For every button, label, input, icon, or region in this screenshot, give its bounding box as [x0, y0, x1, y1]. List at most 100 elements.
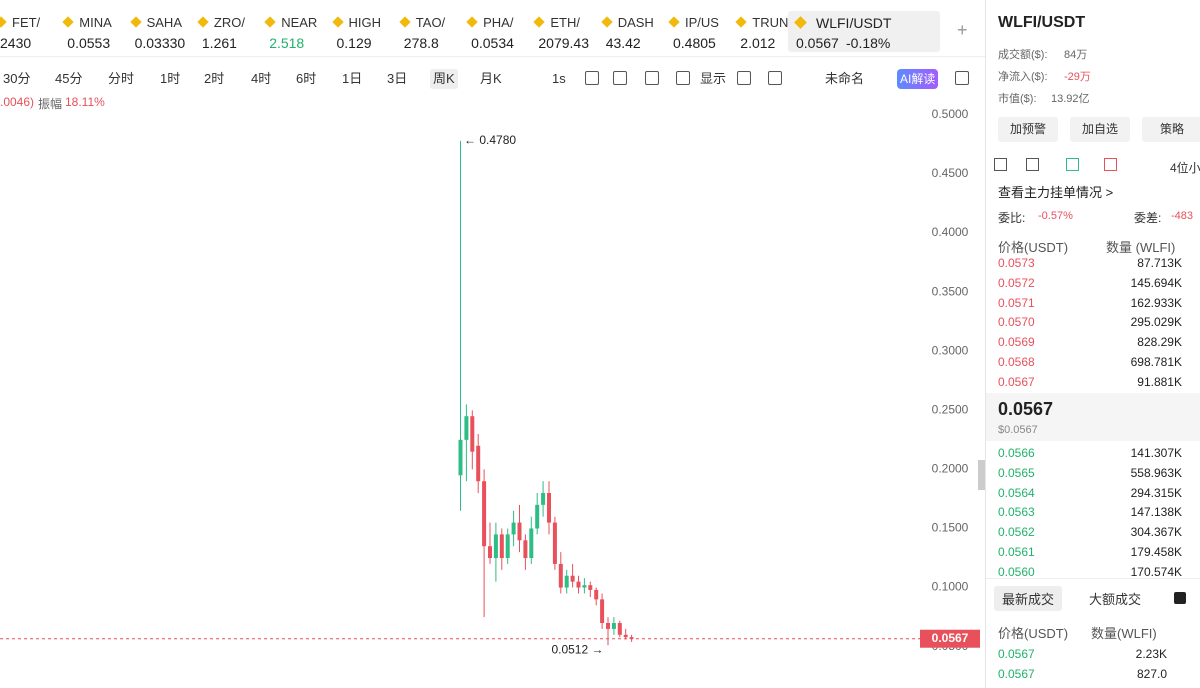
candle-body	[629, 637, 634, 639]
panel-button[interactable]: 策略	[1142, 117, 1200, 142]
candle-body	[564, 575, 569, 588]
ticker-price: 278.8	[403, 35, 439, 51]
y-tick-label: 0.3500	[932, 284, 969, 298]
toolbar-item[interactable]: 分时	[108, 71, 135, 86]
trade-amount: 827.0	[1136, 667, 1167, 681]
toolbar-item[interactable]: 周K	[430, 69, 458, 89]
candle-body	[606, 623, 610, 629]
stat-value: -29万	[1064, 71, 1091, 83]
active-change: -0.18%	[846, 35, 891, 51]
book-amount: 141.307K	[1130, 446, 1182, 460]
candle-body	[552, 522, 557, 564]
trade-header: 数量(WLFI)	[1091, 626, 1157, 641]
coin-icon	[264, 16, 276, 28]
ticker[interactable]: HIGH 0.129	[329, 0, 393, 56]
tool-icon[interactable]	[955, 71, 969, 85]
toolbar-item[interactable]: 6时	[296, 71, 317, 86]
candle-body	[588, 585, 593, 590]
candle-body	[505, 534, 510, 559]
book-price: 0.0572	[998, 275, 1035, 290]
tool-icon[interactable]	[645, 71, 659, 85]
toolbar-item[interactable]: 未命名	[825, 71, 865, 86]
view-icon[interactable]	[1104, 158, 1117, 171]
candle-body	[476, 445, 481, 482]
book-price: 0.0566	[998, 446, 1035, 460]
checkbox[interactable]	[1174, 592, 1186, 604]
book-amount: 698.781K	[1130, 355, 1182, 369]
toolbar-item[interactable]: 45分	[55, 71, 83, 86]
book-amount: 179.458K	[1130, 545, 1182, 559]
diff-label: 委差:	[1134, 211, 1162, 225]
toolbar-item[interactable]: 1时	[160, 71, 181, 86]
view-icon[interactable]	[1066, 158, 1079, 171]
candle-body	[541, 493, 546, 505]
coin-icon	[794, 16, 807, 29]
candle-body	[517, 522, 522, 541]
toolbar-item[interactable]: 1s	[552, 71, 566, 86]
ticker[interactable]: PHA/0.0534	[463, 0, 527, 56]
ticker-price: 0.0553	[67, 35, 111, 51]
book-amount: 828.29K	[1137, 335, 1182, 350]
ticker[interactable]: IP/US 0.4805	[665, 0, 729, 56]
coin-icon	[466, 16, 478, 28]
book-amount: 170.574K	[1130, 564, 1182, 579]
trade-tab[interactable]: 大额成交	[1089, 592, 1142, 607]
toolbar-item[interactable]: AI解读	[897, 69, 939, 89]
panel-button[interactable]: 加自选	[1070, 117, 1130, 142]
ticker-price: 0.129	[336, 35, 372, 51]
ticker-name: FET/	[12, 15, 41, 30]
ticker-name: NEAR	[281, 15, 318, 30]
toolbar-item[interactable]: 显示	[700, 71, 727, 86]
ticker[interactable]: SAHA 0.03330	[127, 0, 191, 56]
book-price: 0.0561	[998, 545, 1035, 559]
splitter[interactable]	[978, 460, 985, 490]
ratio: -0.57%	[1038, 210, 1073, 222]
trade-price: 0.0567	[998, 647, 1035, 661]
book-price: 0.0567	[998, 374, 1035, 389]
active-ticker[interactable]: WLFI/USDT 0.0567 -0.18%	[788, 11, 940, 52]
view-icon[interactable]	[994, 158, 1007, 171]
tool-icon[interactable]	[613, 71, 627, 85]
depth-link[interactable]: 查看主力挂单情况 >	[998, 185, 1114, 200]
stat-label: 市值($):	[998, 93, 1037, 105]
coin-icon	[399, 16, 411, 28]
toolbar-item[interactable]: 月K	[480, 71, 502, 86]
ticker[interactable]: MINA 0.0553	[59, 0, 123, 56]
tool-icon[interactable]	[676, 71, 690, 85]
ticker-name: MINA	[79, 15, 112, 30]
tool-icon[interactable]	[768, 71, 782, 85]
tool-icon[interactable]	[737, 71, 751, 85]
toolbar-item[interactable]: 3日	[387, 71, 408, 86]
ticker[interactable]: ETH/2079.43	[530, 0, 594, 56]
toolbar-item[interactable]: 30分	[3, 71, 31, 86]
precision[interactable]: 4位小	[1170, 161, 1200, 175]
ticker[interactable]: ZRO/1.261	[194, 0, 258, 56]
panel-button[interactable]: 加预警	[998, 117, 1058, 142]
tool-icon[interactable]	[585, 71, 599, 85]
y-tick-label: 0.2000	[932, 462, 969, 476]
ticker-name: IP/US	[685, 15, 719, 30]
candle-body	[594, 589, 599, 600]
y-tick-label: 0.1000	[932, 580, 969, 594]
ticker[interactable]: TRUN 2.012	[732, 0, 796, 56]
ticker-price: 2430	[0, 35, 32, 51]
ticker[interactable]: TAO/278.8	[396, 0, 460, 56]
candle-body	[470, 416, 475, 452]
book-amount: 145.694K	[1130, 275, 1182, 290]
ticker[interactable]: NEAR 2.518	[261, 0, 325, 56]
low-annotation: 0.0512 →	[551, 642, 603, 656]
ticker[interactable]: DASH 43.42	[598, 0, 662, 56]
toolbar-item[interactable]: 4时	[251, 71, 272, 86]
toolbar-item[interactable]: 1日	[342, 71, 363, 86]
candle-body	[529, 528, 534, 559]
view-icon[interactable]	[1026, 158, 1039, 171]
y-tick-label: 0.5000	[932, 109, 969, 121]
add-tab[interactable]: +	[957, 20, 968, 40]
mid-usd: $0.0567	[998, 424, 1038, 436]
stat-value: 84万	[1064, 49, 1088, 61]
toolbar-item[interactable]: 2时	[204, 71, 225, 86]
trade-tab[interactable]: 最新成交	[994, 586, 1063, 611]
diff: -483	[1171, 210, 1194, 222]
ticker[interactable]: FET/2430	[0, 0, 56, 56]
